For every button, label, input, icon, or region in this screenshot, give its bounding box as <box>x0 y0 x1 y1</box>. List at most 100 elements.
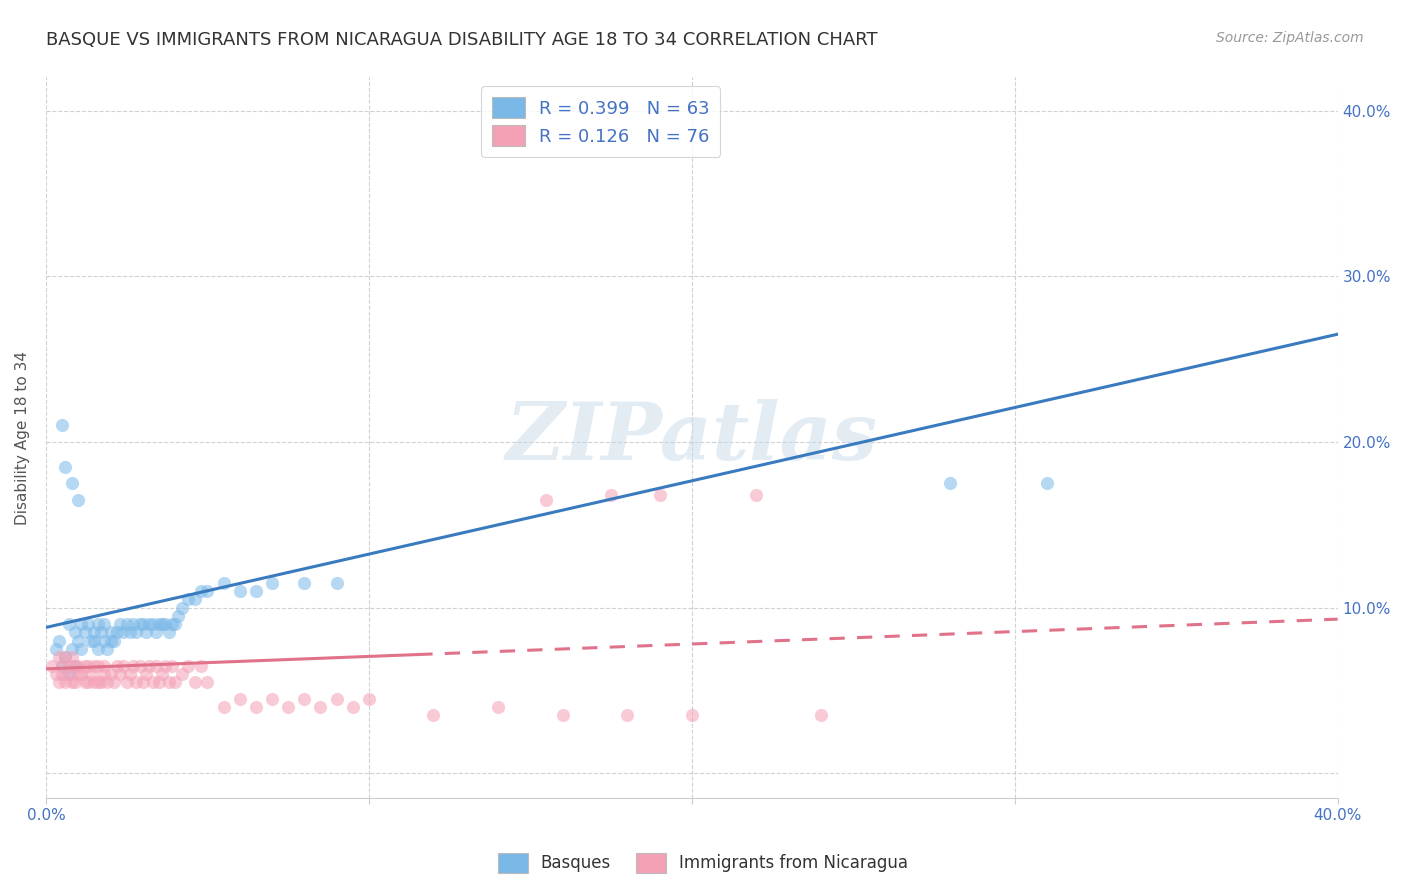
Point <box>63 658 86 673</box>
Point <box>90 625 112 640</box>
Point <box>53 459 76 474</box>
Point <box>45 642 67 657</box>
Point <box>48 633 70 648</box>
Point <box>118 625 141 640</box>
Point <box>145 625 167 640</box>
Point <box>100 625 122 640</box>
Point <box>41 658 63 673</box>
Point <box>83 633 105 648</box>
Point <box>325 575 347 590</box>
Point <box>118 666 141 681</box>
Point <box>939 476 962 491</box>
Point <box>110 617 132 632</box>
Point <box>67 658 90 673</box>
Y-axis label: Disability Age 18 to 34: Disability Age 18 to 34 <box>15 351 30 524</box>
Point <box>212 575 235 590</box>
Text: ZIPatlas: ZIPatlas <box>506 399 877 476</box>
Point <box>197 675 219 690</box>
Point <box>58 617 80 632</box>
Point <box>132 675 155 690</box>
Point <box>177 592 200 607</box>
Point <box>160 617 183 632</box>
Point <box>157 675 180 690</box>
Point <box>93 666 115 681</box>
Point <box>112 625 135 640</box>
Point <box>83 675 105 690</box>
Point <box>96 642 118 657</box>
Point <box>110 666 132 681</box>
Point <box>170 600 193 615</box>
Point <box>60 650 83 665</box>
Point <box>105 625 128 640</box>
Point <box>260 691 283 706</box>
Point <box>132 617 155 632</box>
Point <box>51 658 73 673</box>
Point <box>160 658 183 673</box>
Point <box>60 476 83 491</box>
Point <box>292 691 315 706</box>
Point <box>70 642 93 657</box>
Point <box>103 633 125 648</box>
Point <box>105 658 128 673</box>
Point <box>138 658 160 673</box>
Point <box>80 666 103 681</box>
Point <box>125 675 148 690</box>
Point <box>115 675 138 690</box>
Point <box>67 492 90 507</box>
Point <box>228 691 250 706</box>
Point <box>112 658 135 673</box>
Point <box>53 650 76 665</box>
Point <box>86 675 108 690</box>
Point <box>122 617 145 632</box>
Point <box>51 666 73 681</box>
Point <box>48 650 70 665</box>
Point <box>155 617 177 632</box>
Point <box>150 617 173 632</box>
Point <box>73 625 96 640</box>
Point <box>141 675 163 690</box>
Point <box>745 488 768 502</box>
Point <box>325 691 347 706</box>
Point <box>63 675 86 690</box>
Point <box>93 617 115 632</box>
Point <box>63 625 86 640</box>
Point <box>165 675 187 690</box>
Point <box>93 633 115 648</box>
Point <box>150 666 173 681</box>
Point <box>93 658 115 673</box>
Point <box>681 708 703 723</box>
Point <box>125 625 148 640</box>
Point <box>157 625 180 640</box>
Point <box>309 700 332 714</box>
Point <box>58 666 80 681</box>
Point <box>86 617 108 632</box>
Text: BASQUE VS IMMIGRANTS FROM NICARAGUA DISABILITY AGE 18 TO 34 CORRELATION CHART: BASQUE VS IMMIGRANTS FROM NICARAGUA DISA… <box>46 31 877 49</box>
Point <box>551 708 574 723</box>
Point <box>177 658 200 673</box>
Point <box>190 584 212 599</box>
Point <box>600 488 623 502</box>
Point <box>77 617 100 632</box>
Point <box>58 666 80 681</box>
Point <box>342 700 364 714</box>
Point <box>292 575 315 590</box>
Point <box>616 708 638 723</box>
Point <box>60 642 83 657</box>
Point <box>80 633 103 648</box>
Point <box>100 633 122 648</box>
Point <box>83 625 105 640</box>
Point <box>100 666 122 681</box>
Point <box>83 658 105 673</box>
Point <box>45 666 67 681</box>
Point <box>77 658 100 673</box>
Point <box>170 666 193 681</box>
Point <box>51 418 73 433</box>
Point <box>810 708 832 723</box>
Point <box>115 617 138 632</box>
Point <box>73 658 96 673</box>
Point <box>245 584 267 599</box>
Point <box>486 700 509 714</box>
Point <box>138 617 160 632</box>
Point <box>141 617 163 632</box>
Point <box>77 675 100 690</box>
